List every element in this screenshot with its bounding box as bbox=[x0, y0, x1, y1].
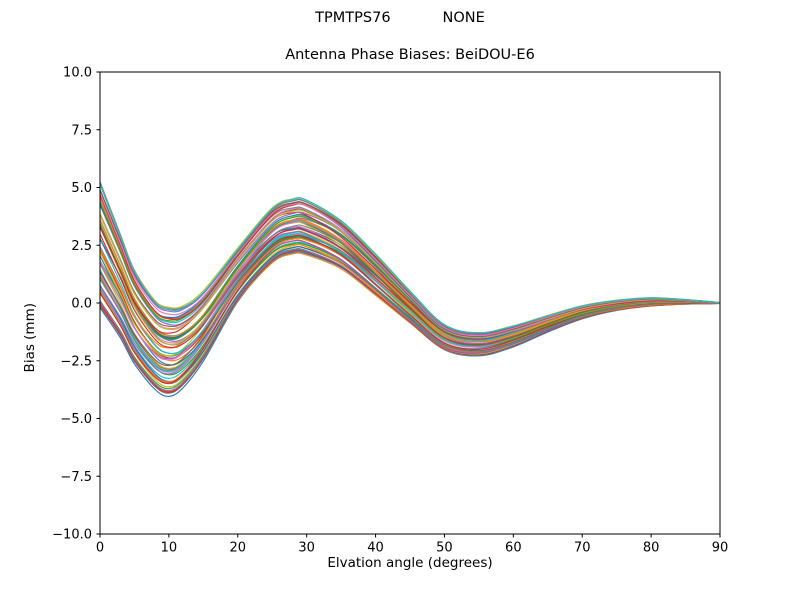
x-tick-label: 20 bbox=[230, 541, 247, 556]
series-line bbox=[100, 250, 720, 394]
x-tick-label: 90 bbox=[712, 541, 729, 556]
x-tick-label: 80 bbox=[643, 541, 660, 556]
series-line bbox=[100, 207, 720, 339]
x-tick-label: 0 bbox=[96, 541, 104, 556]
x-tick-label: 10 bbox=[161, 541, 178, 556]
y-tick-label: −10.0 bbox=[52, 528, 92, 543]
x-tick-label: 30 bbox=[298, 541, 315, 556]
series-line bbox=[100, 243, 720, 383]
y-tick-label: 2.5 bbox=[71, 239, 92, 254]
x-tick-label: 50 bbox=[436, 541, 453, 556]
x-axis-label: Elvation angle (degrees) bbox=[327, 555, 493, 571]
chart-title: Antenna Phase Biases: BeiDOU-E6 bbox=[285, 47, 535, 63]
suptitle-left: TPMTPS76 bbox=[315, 10, 391, 26]
series-line bbox=[100, 183, 720, 334]
y-tick-label: 7.5 bbox=[71, 123, 92, 138]
x-tick-label: 40 bbox=[367, 541, 384, 556]
tick-marks bbox=[96, 71, 721, 538]
x-tick-label: 60 bbox=[505, 541, 522, 556]
y-tick-label: 0.0 bbox=[71, 297, 92, 312]
suptitle: TPMTPS76 NONE bbox=[0, 9, 800, 27]
series-lines bbox=[100, 181, 720, 398]
y-tick-label: 5.0 bbox=[71, 181, 92, 196]
y-tick-label: −5.0 bbox=[60, 412, 92, 427]
series-line bbox=[100, 211, 720, 339]
x-tick-label: 70 bbox=[574, 541, 591, 556]
series-line bbox=[100, 251, 720, 398]
y-tick-label: −7.5 bbox=[60, 470, 92, 485]
series-line bbox=[100, 228, 720, 349]
y-tick-label: 10.0 bbox=[63, 66, 92, 81]
series-line bbox=[100, 227, 720, 342]
tick-labels: 0 10 20 30 40 50 60 70 80 90 −10.0 −7.5 −5.0 −2.5 0.0 2… bbox=[52, 66, 728, 556]
series-line bbox=[100, 218, 720, 343]
y-tick-label: −2.5 bbox=[60, 354, 92, 369]
suptitle-right: NONE bbox=[442, 10, 485, 26]
series-line bbox=[100, 192, 720, 337]
